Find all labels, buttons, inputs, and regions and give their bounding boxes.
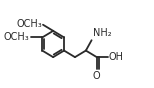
Text: OCH₃: OCH₃ — [4, 32, 30, 42]
Text: O: O — [93, 71, 101, 81]
Text: NH₂: NH₂ — [93, 28, 112, 38]
Text: OH: OH — [109, 52, 124, 62]
Text: OCH₃: OCH₃ — [16, 19, 42, 29]
